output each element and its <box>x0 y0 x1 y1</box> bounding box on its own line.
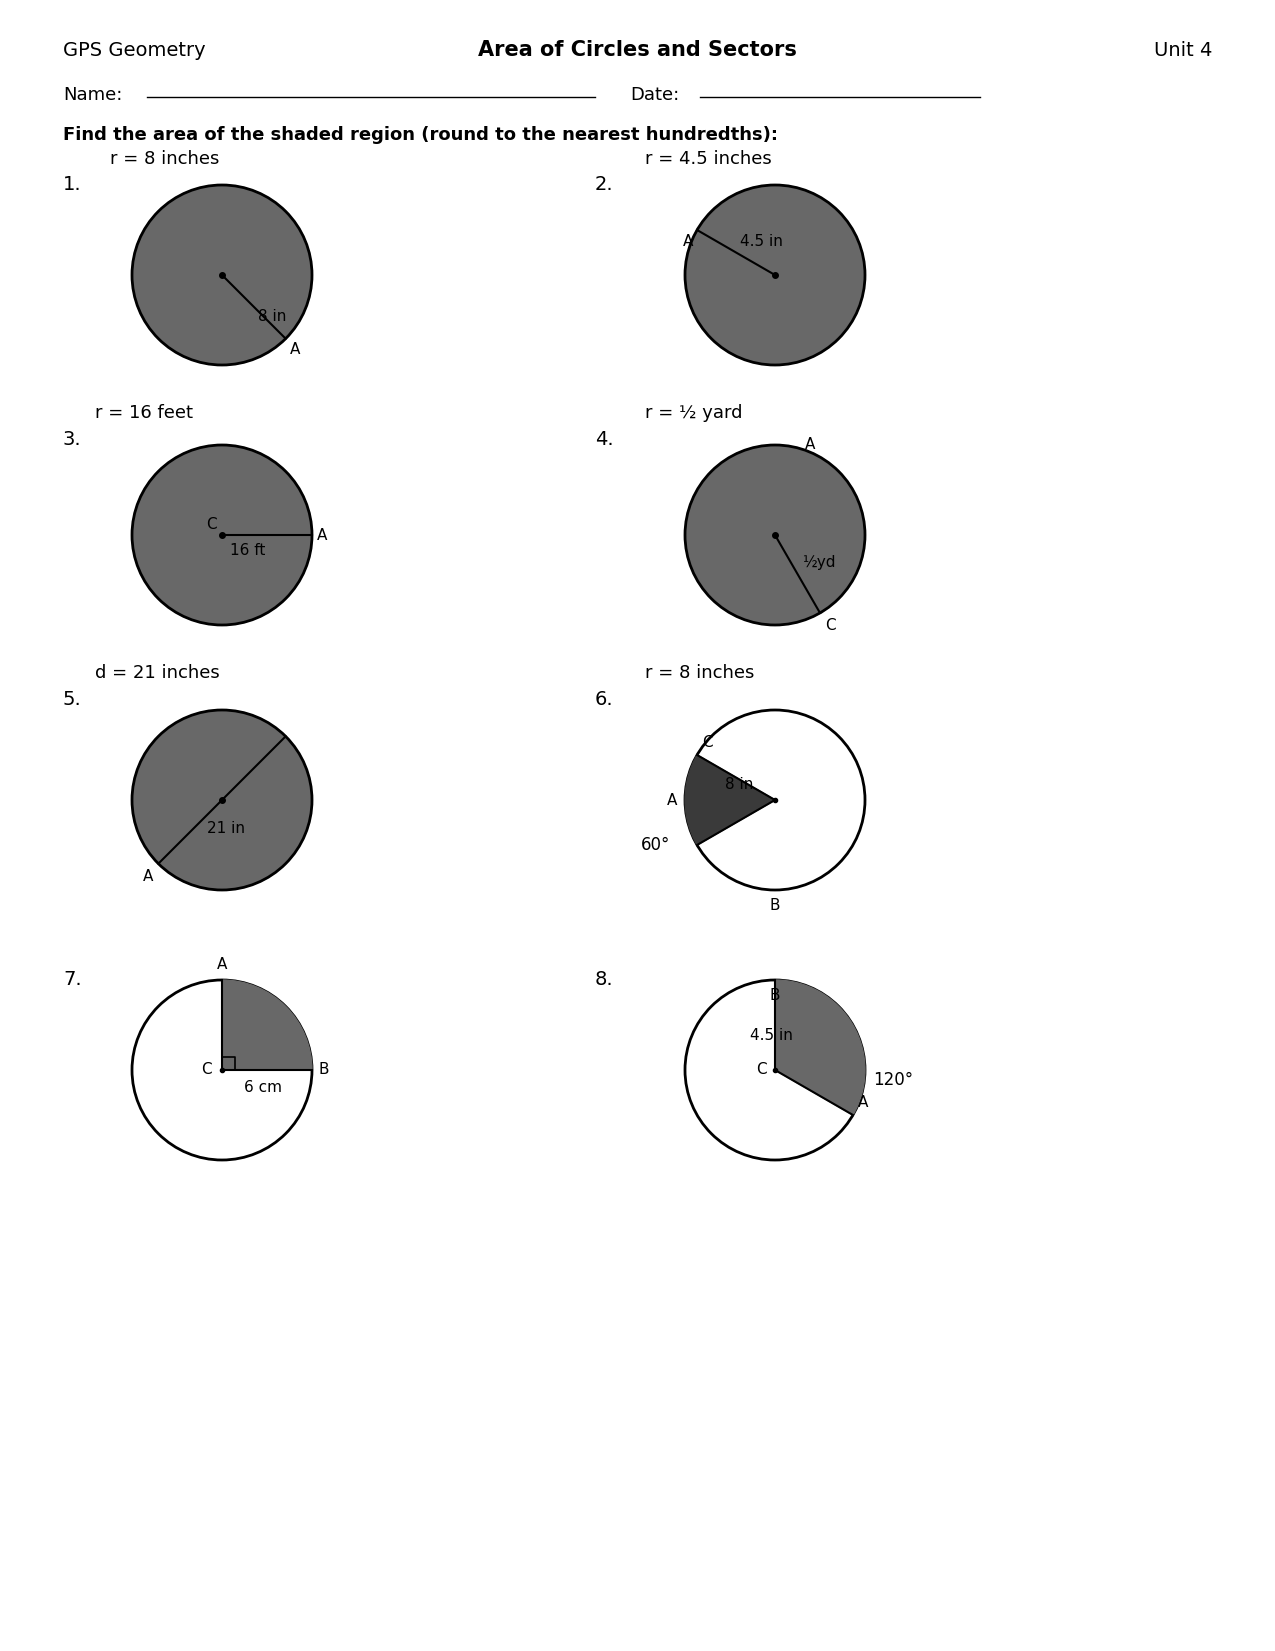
Text: 21 in: 21 in <box>207 821 245 835</box>
Circle shape <box>133 446 312 626</box>
Text: A: A <box>667 792 677 807</box>
Text: A: A <box>682 234 694 249</box>
Text: 6 cm: 6 cm <box>244 1080 282 1095</box>
Circle shape <box>133 710 312 890</box>
Circle shape <box>685 981 864 1161</box>
Text: 4.5 in: 4.5 in <box>740 233 783 249</box>
Text: A: A <box>143 868 153 883</box>
Circle shape <box>133 185 312 365</box>
Text: ½yd: ½yd <box>802 555 836 570</box>
Text: Area of Circles and Sectors: Area of Circles and Sectors <box>478 40 797 59</box>
Text: 4.: 4. <box>595 429 613 449</box>
Text: C: C <box>825 617 835 632</box>
Text: Find the area of the shaded region (round to the nearest hundredths):: Find the area of the shaded region (roun… <box>62 125 778 144</box>
Text: r = 16 feet: r = 16 feet <box>96 404 193 423</box>
Circle shape <box>133 981 312 1161</box>
Text: 120°: 120° <box>873 1071 913 1090</box>
Text: A: A <box>317 528 328 543</box>
Wedge shape <box>775 981 864 1114</box>
Text: A: A <box>805 438 815 452</box>
Text: Unit 4: Unit 4 <box>1154 41 1213 59</box>
Circle shape <box>685 710 864 890</box>
Text: d = 21 inches: d = 21 inches <box>96 664 219 682</box>
Text: r = 8 inches: r = 8 inches <box>110 150 219 168</box>
Text: 6.: 6. <box>595 690 613 708</box>
Text: B: B <box>770 898 780 913</box>
Text: C: C <box>207 517 217 532</box>
Text: A: A <box>289 342 300 357</box>
Text: B: B <box>317 1063 329 1078</box>
Text: r = 8 inches: r = 8 inches <box>645 664 755 682</box>
Text: C: C <box>201 1063 212 1078</box>
Text: 8 in: 8 in <box>258 309 286 324</box>
Text: B: B <box>770 987 780 1004</box>
Text: 1.: 1. <box>62 175 82 195</box>
Text: A: A <box>858 1095 868 1109</box>
Text: 8.: 8. <box>595 971 613 989</box>
Text: 16 ft: 16 ft <box>230 543 265 558</box>
Text: 5.: 5. <box>62 690 82 708</box>
Text: 4.5 in: 4.5 in <box>750 1027 793 1042</box>
Text: r = 4.5 inches: r = 4.5 inches <box>645 150 771 168</box>
Text: Name:: Name: <box>62 86 122 104</box>
Wedge shape <box>685 755 775 845</box>
Text: A: A <box>217 958 227 972</box>
Text: GPS Geometry: GPS Geometry <box>62 41 205 59</box>
Circle shape <box>685 185 864 365</box>
Circle shape <box>685 446 864 626</box>
Text: 7.: 7. <box>62 971 82 989</box>
Text: 60°: 60° <box>640 835 669 854</box>
Text: Date:: Date: <box>630 86 680 104</box>
Wedge shape <box>222 981 312 1070</box>
Text: 8 in: 8 in <box>724 778 754 792</box>
Text: C: C <box>703 735 713 750</box>
Text: r = ½ yard: r = ½ yard <box>645 404 742 423</box>
Text: C: C <box>756 1063 768 1078</box>
Text: 3.: 3. <box>62 429 82 449</box>
Text: 2.: 2. <box>595 175 613 195</box>
